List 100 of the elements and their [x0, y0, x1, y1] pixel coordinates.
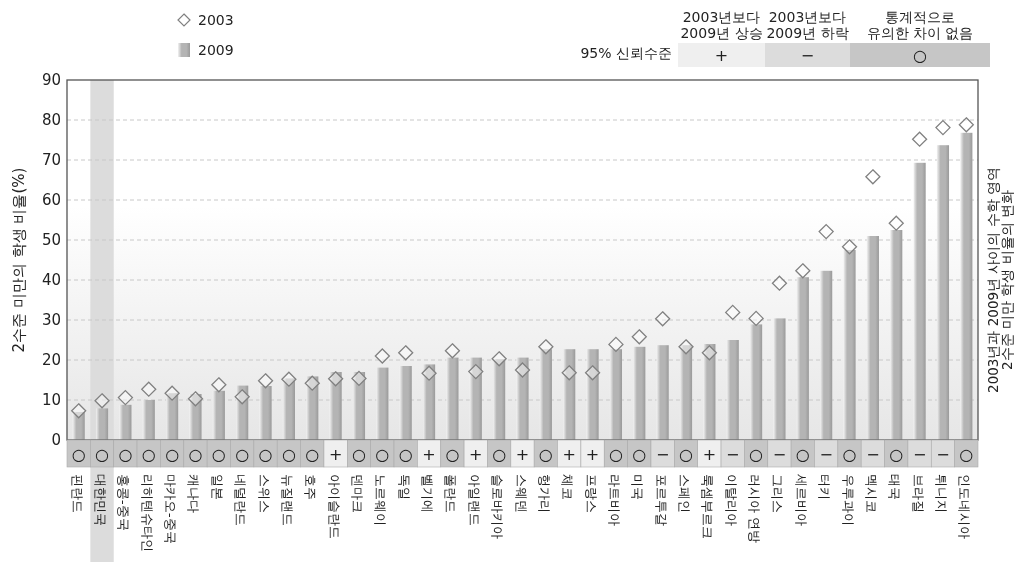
point — [795, 263, 811, 279]
annotation: ○ — [795, 445, 810, 464]
x-tick-label: 슬로바키아 — [490, 474, 506, 539]
point — [117, 389, 134, 406]
annotation: ○ — [188, 445, 203, 464]
annotation: ○ — [71, 445, 86, 464]
point — [94, 393, 110, 409]
x-tick-label: 스페인 — [677, 474, 693, 513]
x-tick-label: 일본 — [209, 474, 225, 500]
point — [491, 351, 507, 367]
point — [211, 377, 227, 393]
annotation: + — [328, 445, 343, 464]
point — [164, 385, 180, 401]
point — [421, 365, 437, 381]
x-tick-label: 마카오-중국 — [163, 474, 179, 544]
annotation: ○ — [608, 445, 623, 464]
point — [911, 131, 928, 147]
point — [678, 339, 694, 355]
point — [655, 311, 671, 327]
annotation: ○ — [258, 445, 273, 464]
x-tick-label: 포르투갈 — [653, 474, 669, 526]
point — [281, 371, 297, 387]
annotation: ○ — [959, 445, 974, 464]
y-tick-label: 0 — [51, 431, 61, 449]
y-axis-title: 2수준 미만의 학생 비율(%) — [10, 167, 28, 353]
x-tick-label: 스위스 — [256, 474, 272, 513]
annotation: + — [562, 445, 576, 464]
annotation: − — [655, 445, 670, 464]
x-tick-label: 스웨덴 — [513, 474, 529, 513]
x-tick-label: 아일랜드 — [466, 474, 482, 526]
y-tick-label: 40 — [41, 271, 61, 289]
x-tick-label: 노르웨이 — [373, 474, 389, 526]
point — [468, 363, 484, 380]
x-tick-label: 헝가리 — [536, 474, 552, 513]
text: + — [714, 46, 729, 65]
point — [374, 348, 390, 364]
annotation: + — [515, 445, 530, 464]
point — [234, 389, 250, 405]
x-tick-label: 독일 — [396, 474, 412, 500]
y-tick-label: 50 — [41, 231, 61, 249]
y-tick-label: 20 — [41, 351, 61, 369]
annotation: ○ — [889, 445, 904, 464]
text: − — [800, 46, 815, 65]
annotation: ○ — [118, 445, 133, 464]
x-tick-label: 호주 — [303, 474, 319, 500]
x-tick-label: 인도네시아 — [957, 474, 973, 539]
text: ○ — [913, 46, 928, 65]
annotation: ○ — [492, 445, 507, 464]
point — [351, 370, 367, 387]
x-tick-label: 미국 — [630, 474, 646, 500]
y-tick-label: 10 — [41, 391, 61, 409]
text: 2003년보다 2009년 하락 — [766, 9, 849, 41]
x-tick-label: 네덜란드 — [233, 474, 249, 526]
y-tick-label: 70 — [41, 151, 61, 169]
point — [865, 169, 881, 185]
annotation: ○ — [538, 445, 553, 464]
x-tick-label: 브라질 — [910, 474, 926, 513]
point — [608, 336, 624, 353]
point — [818, 223, 834, 240]
annotation: ○ — [352, 445, 366, 464]
point — [958, 117, 974, 133]
point — [561, 365, 577, 381]
annotation: ○ — [211, 445, 226, 464]
point — [327, 371, 344, 387]
annotation: ○ — [165, 445, 180, 464]
point — [514, 362, 531, 378]
x-tick-label: 그리스 — [770, 474, 786, 513]
x-tick-label: 덴마크 — [349, 474, 365, 513]
legend-label: 2009 — [198, 42, 234, 58]
annotation: ○ — [398, 445, 413, 464]
annotation: − — [819, 445, 833, 464]
x-tick-label: 체코 — [560, 474, 576, 500]
x-tick-label: 리히텐슈타인 — [139, 474, 155, 552]
point — [888, 215, 904, 231]
point — [701, 345, 718, 361]
x-tick-label: 홍콩-중국 — [116, 474, 132, 531]
x-tick-label: 라트비아 — [606, 474, 622, 526]
annotation: ○ — [632, 445, 647, 464]
x-tick-label: 프랑스 — [583, 474, 599, 513]
x-tick-label: 핀란드 — [69, 474, 85, 513]
point — [935, 119, 951, 136]
point — [841, 239, 858, 255]
x-tick-label: 우루과이 — [840, 474, 856, 526]
x-tick-label: 이탈리아 — [723, 474, 739, 526]
x-tick-label: 멕시코 — [863, 474, 879, 513]
y-tick-label: 80 — [41, 111, 61, 129]
point — [771, 275, 788, 291]
annotation: + — [422, 445, 436, 464]
x-tick-label: 대한민국 — [93, 474, 109, 526]
annotation: ○ — [305, 445, 320, 464]
text: 통계적으로 유의한 차이 없음 — [866, 9, 974, 41]
legend-label: 2003 — [198, 12, 234, 28]
text: 2003년과 2009년 사이의 수학 영역 2수준 미만 학생 비율의 변화 — [984, 167, 1016, 393]
x-tick-label: 튀니지 — [933, 474, 949, 513]
x-tick-label: 폴란드 — [443, 474, 459, 513]
x-tick-label: 러시아 연방 — [747, 474, 763, 543]
point — [304, 375, 320, 391]
annotation: ○ — [375, 445, 390, 464]
text: 2003년보다 2009년 상승 — [680, 9, 763, 41]
x-tick-label: 세르비아 — [793, 474, 809, 526]
